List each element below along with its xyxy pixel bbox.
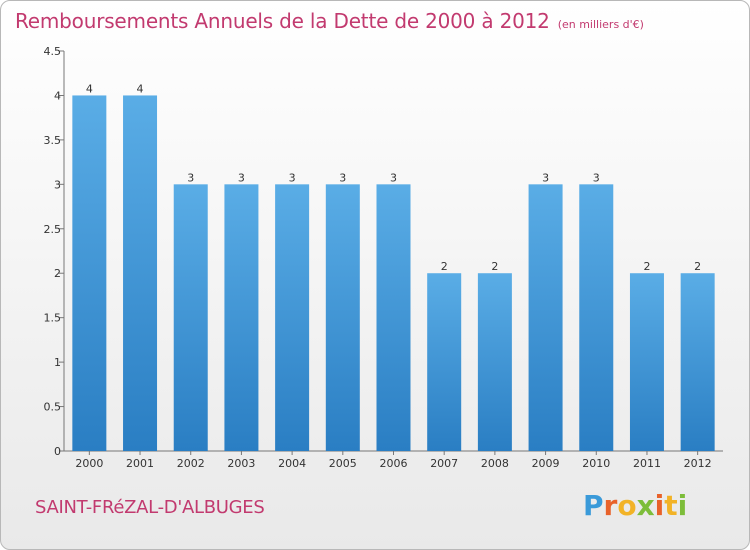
bar-value-label: 3 xyxy=(238,171,245,184)
x-tick-label: 2002 xyxy=(177,457,205,470)
x-tick-label: 2012 xyxy=(684,457,712,470)
x-tick-label: 2009 xyxy=(532,457,560,470)
bar-value-label: 2 xyxy=(694,260,701,273)
x-tick-label: 2007 xyxy=(430,457,458,470)
bar-value-label: 2 xyxy=(643,260,650,273)
logo-letter: P xyxy=(583,489,604,522)
chart-title-block: Remboursements Annuels de la Dette de 20… xyxy=(15,9,644,33)
bar xyxy=(173,184,208,452)
y-tick-label: 4 xyxy=(54,89,61,102)
x-tick-label: 2003 xyxy=(227,457,255,470)
y-tick-label: 1 xyxy=(54,356,61,369)
bar xyxy=(376,184,411,452)
bar xyxy=(579,184,614,452)
x-tick-label: 2004 xyxy=(278,457,306,470)
bar-value-label: 3 xyxy=(187,171,194,184)
bar xyxy=(224,184,259,452)
bar xyxy=(275,184,310,452)
y-tick-label: 4.5 xyxy=(44,45,62,58)
bar-value-label: 2 xyxy=(491,260,498,273)
x-tick-label: 2008 xyxy=(481,457,509,470)
city-name: SAINT-FRéZAL-D'ALBUGES xyxy=(35,497,265,518)
x-tick-label: 2005 xyxy=(329,457,357,470)
proxiti-logo: Proxiti xyxy=(583,489,687,522)
bar xyxy=(123,95,158,451)
x-tick-label: 2000 xyxy=(75,457,103,470)
bar xyxy=(325,184,360,452)
bar xyxy=(680,273,715,451)
bar-value-label: 3 xyxy=(390,171,397,184)
bar xyxy=(427,273,462,451)
y-tick-label: 2 xyxy=(54,267,61,280)
logo-letter: o xyxy=(617,489,637,522)
bar xyxy=(528,184,563,452)
chart-title: Remboursements Annuels de la Dette de 20… xyxy=(15,9,550,33)
bar xyxy=(72,95,107,451)
y-tick-label: 3 xyxy=(54,178,61,191)
logo-letter: i xyxy=(677,489,688,522)
y-tick-label: 3.5 xyxy=(44,134,62,147)
bar-value-label: 3 xyxy=(289,171,296,184)
x-tick-label: 2006 xyxy=(380,457,408,470)
bar-value-label: 4 xyxy=(86,82,93,95)
bar-value-label: 3 xyxy=(339,171,346,184)
bar-value-label: 4 xyxy=(137,82,144,95)
bar xyxy=(629,273,664,451)
logo-letter: r xyxy=(603,489,618,522)
bar-value-label: 3 xyxy=(593,171,600,184)
logo-letter: x xyxy=(636,489,655,522)
bar-value-label: 2 xyxy=(441,260,448,273)
bar xyxy=(477,273,512,451)
y-tick-label: 1.5 xyxy=(44,312,62,325)
y-tick-label: 0.5 xyxy=(44,401,62,414)
x-tick-label: 2001 xyxy=(126,457,154,470)
y-tick-label: 0 xyxy=(54,445,61,458)
x-tick-label: 2010 xyxy=(582,457,610,470)
logo-letter: t xyxy=(664,489,678,522)
bar-value-label: 3 xyxy=(542,171,549,184)
unit-note: (en milliers d'€) xyxy=(557,18,644,31)
x-tick-label: 2011 xyxy=(633,457,661,470)
y-tick-label: 2.5 xyxy=(44,223,62,236)
logo-letter: i xyxy=(654,489,665,522)
